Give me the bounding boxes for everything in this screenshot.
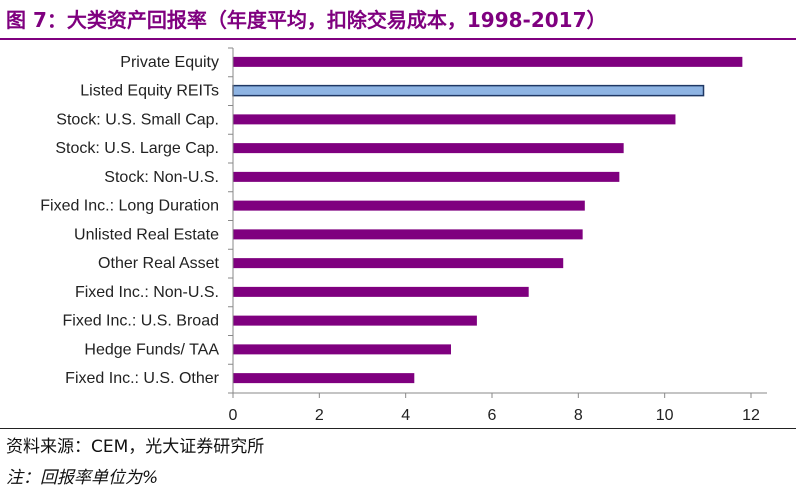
bar-6	[233, 229, 583, 240]
chart-title: 图 7：大类资产回报率（年度平均，扣除交易成本，1998-2017）	[6, 8, 607, 32]
bar-3	[233, 143, 624, 154]
note-text: 注：回报率单位为%	[6, 468, 159, 488]
bar-0	[233, 56, 743, 67]
category-label-11: Fixed Inc.: U.S. Other	[65, 370, 220, 387]
category-label-3: Stock: U.S. Large Cap.	[55, 140, 219, 157]
bar-11	[233, 373, 415, 384]
bar-8	[233, 286, 529, 297]
category-label-2: Stock: U.S. Small Cap.	[56, 111, 219, 128]
bar-chart: Private Equity Listed Equity REITs Stock: …	[40, 47, 767, 424]
bar-4	[233, 171, 620, 182]
category-label-5: Fixed Inc.: Long Duration	[40, 198, 219, 215]
category-label-8: Fixed Inc.: Non-U.S.	[75, 284, 219, 301]
x-tick-label-3: 6	[488, 407, 497, 424]
x-tick-label-2: 4	[401, 407, 410, 424]
x-tick-label-4: 8	[574, 407, 583, 424]
bar-10	[233, 344, 451, 355]
bar-9	[233, 315, 477, 326]
x-tick-label-5: 10	[656, 407, 674, 424]
source-divider	[0, 428, 796, 429]
x-tick-label-1: 2	[315, 407, 324, 424]
category-label-9: Fixed Inc.: U.S. Broad	[62, 313, 219, 330]
bar-7	[233, 258, 564, 269]
x-tick-label-6: 12	[742, 407, 760, 424]
bar-5	[233, 200, 585, 211]
bar-1	[232, 84, 705, 97]
x-tick-label-0: 0	[229, 407, 238, 424]
category-label-7: Other Real Asset	[98, 255, 220, 272]
category-label-0: Private Equity	[120, 54, 219, 71]
bar-2	[233, 114, 676, 125]
category-label-6: Unlisted Real Estate	[74, 226, 219, 243]
category-label-1: Listed Equity REITs	[80, 83, 219, 100]
title-divider	[0, 38, 796, 40]
category-label-4: Stock: Non-U.S.	[104, 169, 219, 186]
category-label-10: Hedge Funds/ TAA	[84, 341, 219, 358]
source-text: 资料来源：CEM，光大证券研究所	[6, 437, 265, 457]
